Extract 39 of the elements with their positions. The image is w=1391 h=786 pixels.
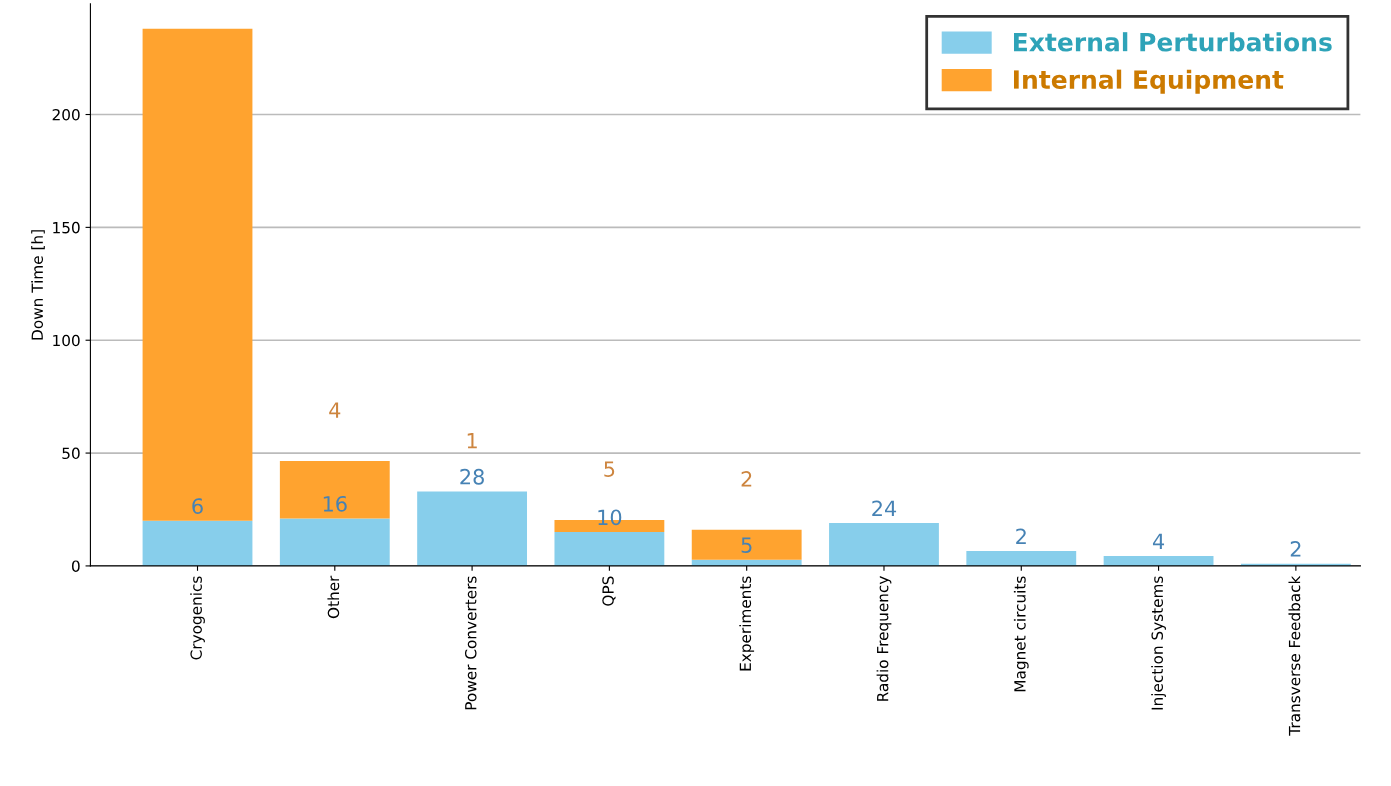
annotation: 4 <box>329 402 341 418</box>
bar <box>417 491 528 566</box>
annotation: 28 <box>460 468 484 485</box>
y-tick-label: 50 <box>62 447 80 460</box>
x-tick-label: QPS <box>602 576 616 606</box>
x-tick-label: Cryogenics <box>190 576 205 660</box>
annotation: 2 <box>741 471 752 487</box>
x-tick-label: Injection Systems <box>1151 576 1166 710</box>
bar <box>829 523 939 566</box>
bar <box>966 551 1077 566</box>
annotation: 4 <box>1152 533 1165 549</box>
legend-label: External Perturbations <box>1014 32 1332 52</box>
bar <box>691 529 802 560</box>
bar <box>142 520 253 566</box>
y-tick-label: 0 <box>71 560 80 572</box>
annotation: 24 <box>872 500 897 516</box>
annotation: 1 <box>467 433 477 449</box>
y-axis-title: Down Time [h] <box>31 230 45 340</box>
y-tick-label: 150 <box>53 221 80 234</box>
x-tick-label: Radio Frequency <box>876 576 892 701</box>
y-tick-label: 200 <box>52 108 80 121</box>
bar <box>279 460 390 519</box>
bar <box>279 518 390 566</box>
bar <box>142 28 253 521</box>
bar <box>1103 555 1214 566</box>
annotation: 2 <box>1016 528 1026 544</box>
bar <box>554 532 665 566</box>
annotation: 16 <box>323 495 347 512</box>
annotation: 5 <box>604 461 615 477</box>
annotation: 6 <box>192 498 203 514</box>
legend-label: Internal Equipment <box>1014 69 1284 94</box>
x-tick-label: Transverse Feedback <box>1288 575 1301 736</box>
annotation: 5 <box>741 537 752 554</box>
y-tick-label: 100 <box>53 334 80 347</box>
x-tick-label: Power Converters <box>464 576 477 710</box>
x-tick-label: Other <box>327 575 340 619</box>
x-tick-label: Experiments <box>739 576 755 671</box>
annotation: 2 <box>1290 541 1301 557</box>
x-tick-label: Magnet circuits <box>1013 576 1029 692</box>
